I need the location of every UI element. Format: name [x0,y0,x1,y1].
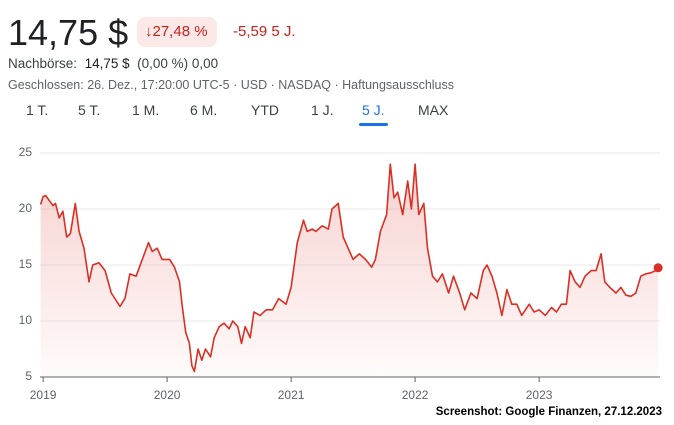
after-hours-price: 14,75 $ [84,56,130,71]
x-tick-label: 2020 [154,388,181,402]
x-tick-label: 2023 [526,388,553,402]
range-tab[interactable]: 6 M. [190,102,218,118]
range-tab[interactable]: MAX [418,102,449,118]
x-tick-label: 2019 [30,388,57,402]
change: -5,59 5 J. [233,23,296,40]
y-tick-label: 15 [19,257,33,271]
y-tick-label: 10 [19,313,33,327]
range-tab[interactable]: 1 M. [132,102,160,118]
range-tab[interactable]: 5 J. [359,102,388,126]
after-hours-change: (0,00 %) 0,00 [137,56,219,71]
y-tick-label: 5 [25,369,32,383]
price: 14,75 $ [8,12,129,53]
market-status: Geschlossen: 26. Dez., 17:20:00 UTC-5 · … [8,78,455,92]
range-tab[interactable]: 5 T. [78,102,101,118]
last-point [653,263,663,273]
after-hours: Nachbörse: 14,75 $ (0,00 %) 0,00 [8,56,218,71]
y-tick-label: 25 [19,145,33,159]
x-tick-label: 2021 [278,388,305,402]
change-percent-badge: ↓27,48 % [137,17,217,47]
after-hours-label: Nachbörse: [8,56,78,71]
area-fill [40,164,659,377]
range-tab[interactable]: YTD [251,102,279,118]
range-tab[interactable]: 1 T. [26,102,49,118]
x-tick-label: 2022 [402,388,429,402]
footer-note: Screenshot: Google Finanzen, 27.12.2023 [435,406,662,418]
price-line [39,163,659,373]
y-tick-label: 20 [19,201,33,215]
range-tabs: 1 T. 5 T. 1 M. 6 M. YTD 1 J. 5 J. MAX [0,102,674,128]
range-tab[interactable]: 1 J. [311,102,334,118]
